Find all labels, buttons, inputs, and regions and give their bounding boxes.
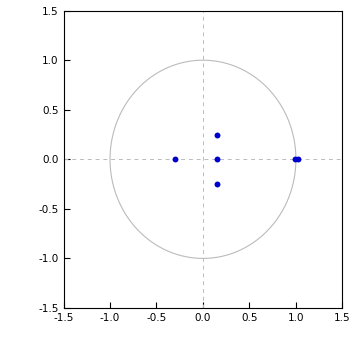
Point xyxy=(214,181,220,187)
Point xyxy=(214,156,220,162)
Point xyxy=(172,156,178,162)
Point xyxy=(292,156,298,162)
Point xyxy=(295,156,301,162)
Point xyxy=(214,132,220,137)
